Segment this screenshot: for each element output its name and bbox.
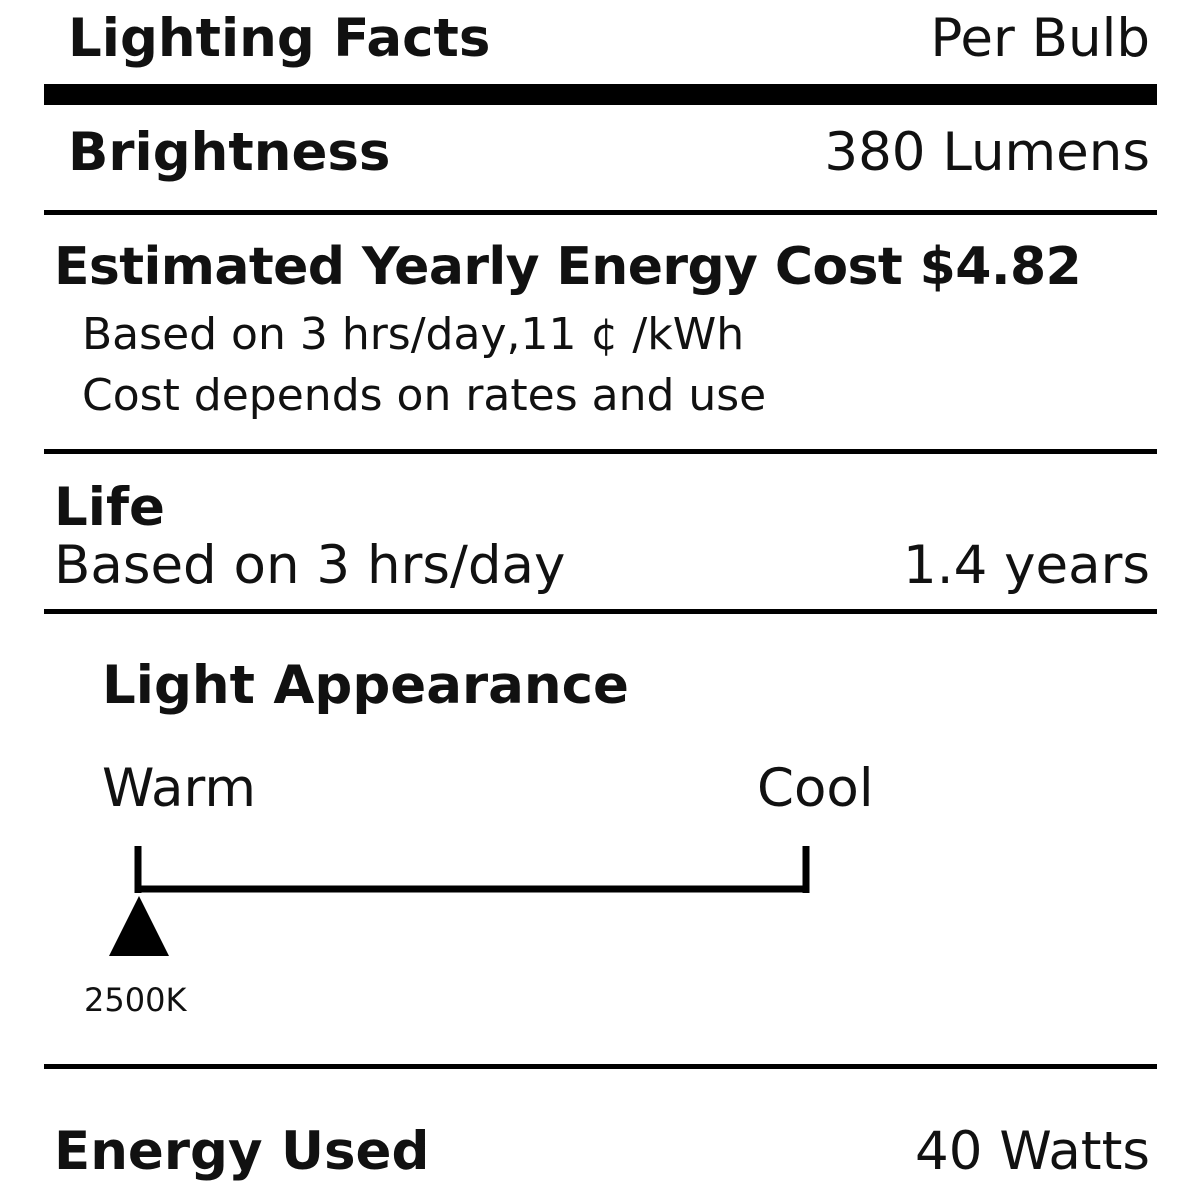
cost-divider <box>44 449 1157 454</box>
cost-basis-note: Based on 3 hrs/day,11 ¢ /kWh <box>82 309 745 360</box>
life-value: 1.4 years <box>903 535 1150 596</box>
cost-heading: Estimated Yearly Energy Cost $4.82 <box>54 237 1082 297</box>
kelvin-readout: 2500K <box>84 981 187 1019</box>
brightness-label: Brightness <box>68 122 391 183</box>
marker-triangle-icon <box>109 896 169 956</box>
cool-label: Cool <box>757 758 874 819</box>
life-divider <box>44 609 1157 614</box>
per-bulb-label: Per Bulb <box>930 8 1150 69</box>
life-label: Life <box>54 477 165 538</box>
scale-bracket <box>134 846 810 893</box>
life-basis: Based on 3 hrs/day <box>54 535 566 596</box>
energy-label: Energy Used <box>54 1121 430 1182</box>
energy-value: 40 Watts <box>915 1121 1150 1182</box>
brightness-value: 380 Lumens <box>824 122 1150 183</box>
cost-rates-note: Cost depends on rates and use <box>82 370 767 421</box>
label-title: Lighting Facts <box>68 8 491 69</box>
header-thick-rule <box>44 84 1157 105</box>
brightness-divider <box>44 210 1157 215</box>
appearance-divider <box>44 1064 1157 1069</box>
appearance-heading: Light Appearance <box>102 655 629 716</box>
warm-label: Warm <box>102 758 256 819</box>
